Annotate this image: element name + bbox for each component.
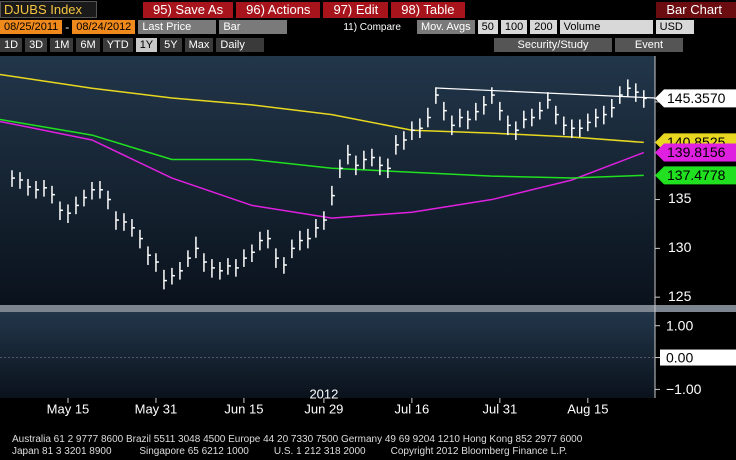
menu-button[interactable]: 96) Actions [236, 1, 321, 18]
trend-line [435, 87, 656, 99]
title-bar: DJUBS Index 95) Save As 96) Actions 97) … [0, 1, 736, 18]
range-button[interactable]: 6M [76, 38, 100, 52]
y-tick-label: −1.00 [666, 381, 702, 397]
range-button[interactable]: 3D [25, 38, 48, 52]
y-tick-label: 135 [668, 190, 692, 206]
x-tick-label: Jul 31 [482, 401, 517, 416]
currency[interactable]: USD [655, 20, 694, 34]
range-button[interactable]: 1M [50, 38, 74, 52]
year-label: 2012 [309, 386, 338, 401]
study-button[interactable]: Security/Study [494, 38, 612, 52]
footer-line: Japan 81 3 3201 8900 Singapore 65 6212 1… [12, 446, 568, 457]
plot-area [0, 56, 655, 306]
lower-study[interactable]: Volume [559, 20, 653, 34]
period[interactable]: 200 [530, 20, 557, 34]
menu-button[interactable]: 95) Save As [143, 1, 234, 18]
range-button[interactable]: YTD [102, 38, 133, 52]
period[interactable]: 100 [500, 20, 528, 34]
x-tick-label: Jun 15 [224, 401, 263, 416]
moving-average [0, 120, 645, 219]
range-button[interactable]: 1Y [135, 38, 158, 52]
y-tick-label: 0.00 [666, 349, 693, 365]
lower-plot-area [0, 312, 655, 398]
zero-tag [660, 349, 736, 366]
moving-average [0, 73, 644, 144]
x-tick-label: Jun 29 [304, 401, 343, 416]
security[interactable]: DJUBS Index [0, 1, 97, 18]
event-button[interactable]: Event [615, 38, 683, 52]
x-tick-label: Jul 16 [395, 401, 430, 416]
frequency[interactable]: Daily [216, 38, 265, 52]
range-button[interactable]: 1D [0, 38, 23, 52]
period[interactable]: 50 [477, 20, 498, 34]
dash: - [65, 20, 70, 34]
field[interactable]: Last Price [138, 20, 217, 34]
start-date[interactable]: 08/25/2011 [0, 20, 63, 34]
y-tick-label: 130 [668, 239, 692, 255]
y-tick-label: 125 [668, 288, 692, 304]
moving-average [0, 118, 644, 179]
mov-avgs[interactable]: Mov. Avgs [416, 20, 475, 34]
price-tag-label: 137.4778 [667, 167, 726, 183]
price-tag [655, 166, 736, 185]
settings-bar: 08/25/2011 - 08/24/2012 Last Price Bar 1… [0, 20, 736, 34]
price-tag [655, 143, 736, 162]
price-tag [655, 89, 736, 108]
x-tick-label: May 31 [135, 401, 178, 416]
y-tick-label: 1.00 [666, 317, 693, 333]
end-date[interactable]: 08/24/2012 [72, 20, 136, 34]
footer-line: Australia 61 2 9777 8600 Brazil 5511 304… [12, 434, 583, 445]
price-tag-label: 139.8156 [667, 144, 726, 160]
compare[interactable]: 11) Compare [343, 21, 401, 33]
x-tick-label: Aug 15 [567, 401, 608, 416]
menu-button[interactable]: 98) Table [391, 1, 465, 18]
range-button[interactable]: 5Y [160, 38, 182, 52]
price-tag-label: 145.3570 [667, 90, 726, 106]
range-bar: 1D 3D 1M 6M YTD 1Y 5Y Max Daily Security/Study Eve… [0, 38, 736, 52]
x-tick-label: May 15 [47, 401, 90, 416]
style[interactable]: Bar [219, 20, 288, 34]
range-button[interactable]: Max [184, 38, 214, 52]
view-title: Bar Chart [656, 1, 736, 18]
menu-button[interactable]: 97) Edit [323, 1, 389, 18]
panel-divider [0, 305, 736, 312]
